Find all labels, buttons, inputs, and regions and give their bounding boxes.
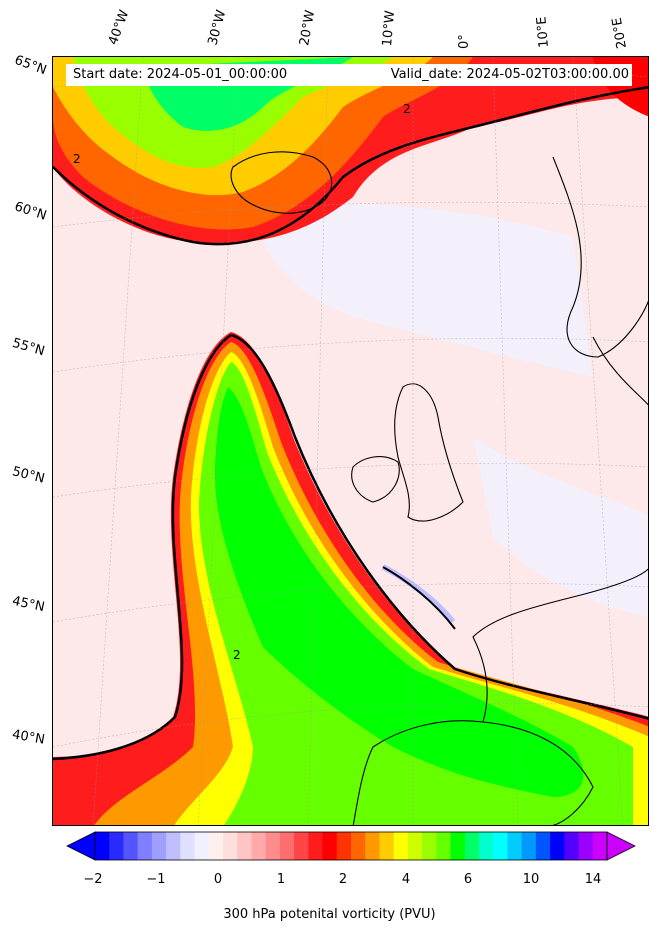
colorbar-cell bbox=[251, 832, 267, 860]
colorbar-cell bbox=[407, 832, 423, 860]
colorbar-cell bbox=[393, 832, 409, 860]
start-date-text: Start date: 2024-05-01_00:00:00 bbox=[73, 67, 288, 82]
lon-label-20e: 20°E bbox=[609, 16, 630, 50]
colorbar-cell bbox=[237, 832, 252, 860]
colorbar-tick-label: −2 bbox=[83, 872, 103, 887]
sweden-coast bbox=[592, 336, 648, 406]
contour-label: 2 bbox=[73, 152, 81, 166]
colorbar-cell bbox=[550, 832, 565, 860]
lon-label-10e: 10°E bbox=[534, 15, 552, 49]
colorbar-cell bbox=[521, 832, 537, 860]
colorbar-cell bbox=[265, 832, 281, 860]
lon-label-0: 0° bbox=[457, 34, 472, 49]
colorbar-cell bbox=[95, 832, 110, 860]
lat-label-65n: 65°N bbox=[12, 52, 49, 79]
colorbar-cell bbox=[507, 832, 523, 860]
colorbar-cell bbox=[436, 832, 452, 860]
low-pv-region bbox=[473, 437, 648, 617]
valid-date-text: Valid_date: 2024-05-02T03:00:00.00 bbox=[390, 67, 629, 82]
norway-coast bbox=[552, 156, 648, 358]
pv-contour-2 bbox=[53, 333, 232, 761]
colorbar-cell bbox=[450, 832, 466, 860]
lat-label-40n: 40°N bbox=[10, 727, 46, 748]
colorbar-cell bbox=[336, 832, 352, 860]
colorbar-cell bbox=[379, 832, 395, 860]
colorbar-cell bbox=[109, 832, 124, 860]
colorbar-cell bbox=[365, 832, 380, 860]
pv-streamer bbox=[198, 362, 633, 825]
colorbar-cell bbox=[223, 832, 238, 860]
colorbar-cell bbox=[308, 832, 324, 860]
contour-label: 2 bbox=[233, 648, 241, 662]
date-info-box: Start date: 2024-05-01_00:00:00 Valid_da… bbox=[66, 64, 632, 86]
colorbar-cell bbox=[151, 832, 167, 860]
colorbar-tick-label: 14 bbox=[584, 872, 602, 887]
colorbar-extend-max bbox=[606, 831, 636, 861]
colorbar-label: 300 hPa potenital vorticity (PVU) bbox=[223, 907, 436, 922]
lat-label-45n: 45°N bbox=[10, 593, 46, 616]
colorbar-border bbox=[94, 831, 608, 861]
colorbar-cell bbox=[279, 832, 295, 860]
lon-label-30w: 30°W bbox=[205, 8, 230, 47]
colorbar-cell bbox=[479, 832, 494, 860]
colorbar-cell bbox=[194, 832, 210, 860]
france-coast bbox=[472, 568, 648, 723]
colorbar-cell bbox=[180, 832, 196, 860]
colorbar-cell bbox=[123, 832, 139, 860]
colorbar-cell bbox=[208, 832, 224, 860]
colorbar-cell bbox=[564, 832, 580, 860]
pv-contour-2 bbox=[53, 86, 648, 246]
pv-contour-2 bbox=[230, 333, 648, 720]
colorbar-cell bbox=[493, 832, 508, 860]
colorbar-tick-label: 1 bbox=[276, 872, 286, 887]
ireland-coast bbox=[351, 456, 400, 503]
pv-contour-2 bbox=[382, 566, 456, 630]
lon-label-10w: 10°W bbox=[380, 9, 399, 47]
colorbar-cell bbox=[578, 832, 594, 860]
low-pv-region bbox=[253, 203, 593, 377]
colorbar-cell bbox=[351, 832, 366, 860]
colorbar-tick-label: 2 bbox=[338, 872, 348, 887]
colorbar-cell bbox=[294, 832, 309, 860]
iberia-coast bbox=[352, 720, 594, 825]
colorbar-tick-label: 10 bbox=[522, 872, 540, 887]
great-britain-coast bbox=[394, 383, 464, 522]
colorbar-cell bbox=[535, 832, 551, 860]
colorbar-cell bbox=[422, 832, 437, 860]
lat-label-50n: 50°N bbox=[10, 464, 47, 487]
colorbar-cell bbox=[166, 832, 181, 860]
lon-label-40w: 40°W bbox=[105, 8, 133, 47]
lat-label-55n: 55°N bbox=[10, 335, 47, 360]
contour-label: 2 bbox=[403, 102, 411, 116]
map-panel: 2 2 2 bbox=[52, 56, 649, 826]
colorbar-tick-label: 6 bbox=[463, 872, 473, 887]
colorbar-extend-min bbox=[66, 831, 96, 861]
colorbar bbox=[66, 831, 636, 861]
map-canvas: 2 2 2 bbox=[53, 57, 648, 825]
colorbar-tick-label: 0 bbox=[213, 872, 223, 887]
coastlines bbox=[230, 151, 648, 825]
colorbar-tick-label: 4 bbox=[401, 872, 411, 887]
colorbar-cell bbox=[464, 832, 480, 860]
colorbar-cell bbox=[137, 832, 153, 860]
colorbar-tick-label: −1 bbox=[146, 872, 166, 887]
iceland-coast bbox=[230, 151, 333, 214]
colorbar-cell bbox=[322, 832, 338, 860]
colorbar-cell bbox=[592, 832, 608, 860]
lat-label-60n: 60°N bbox=[12, 199, 49, 224]
lon-label-20w: 20°W bbox=[297, 9, 319, 48]
